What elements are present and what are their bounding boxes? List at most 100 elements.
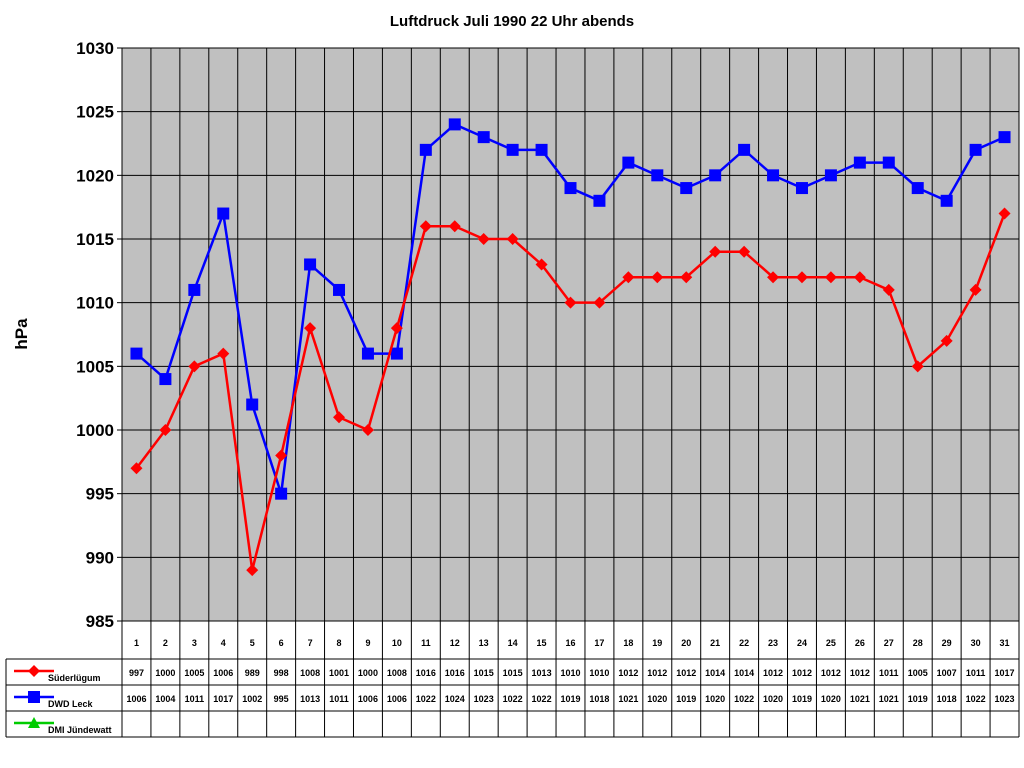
legend-label: DMI Jündewatt (48, 725, 112, 735)
data-point (564, 182, 577, 195)
table-cell: 1019 (560, 694, 580, 704)
data-point (217, 347, 230, 360)
table-cell: 1020 (705, 694, 725, 704)
data-point (622, 271, 635, 284)
table-cell: 1000 (358, 668, 378, 678)
data-point (824, 271, 837, 284)
y-tick-label: 1000 (76, 421, 114, 440)
plot-area (121, 47, 1020, 622)
table-cell: 1008 (387, 668, 407, 678)
table-cell: 1019 (908, 694, 928, 704)
data-point (593, 296, 606, 309)
data-point (390, 322, 403, 335)
table-cell: 1006 (213, 668, 233, 678)
data-point (882, 156, 895, 169)
data-point (275, 487, 288, 500)
data-point (940, 194, 953, 207)
table-cell: 1012 (676, 668, 696, 678)
data-point (911, 360, 924, 373)
data-point (448, 118, 461, 131)
table-cell: 1022 (734, 694, 754, 704)
table-cell: 1020 (763, 694, 783, 704)
table-cell: 1011 (966, 668, 986, 678)
x-tick-label: 28 (913, 638, 923, 648)
table-cell: 1021 (850, 694, 870, 704)
data-point (882, 283, 895, 296)
data-point (246, 398, 259, 411)
y-tick-label: 1010 (76, 294, 114, 313)
data-point (304, 322, 317, 335)
table-cell: 1006 (358, 694, 378, 704)
x-tick-label: 23 (768, 638, 778, 648)
data-point (767, 169, 780, 182)
table-cell: 1017 (995, 668, 1015, 678)
data-point (506, 143, 519, 156)
x-tick-label: 22 (739, 638, 749, 648)
x-tick-label: 11 (421, 638, 431, 648)
data-point (333, 283, 346, 296)
legend-label: DWD Leck (48, 699, 94, 709)
data-point (998, 207, 1011, 220)
table-cell: 1023 (474, 694, 494, 704)
table-cell: 1005 (908, 668, 928, 678)
y-tick-label: 995 (86, 485, 114, 504)
x-tick-label: 15 (537, 638, 547, 648)
table-cell: 1022 (503, 694, 523, 704)
table-cell: 1014 (705, 668, 725, 678)
x-tick-label: 13 (479, 638, 489, 648)
table-cell: 1018 (937, 694, 957, 704)
data-point (477, 233, 490, 245)
y-tick-label: 1025 (76, 103, 114, 122)
table-cell: 989 (245, 668, 260, 678)
data-point (853, 271, 866, 284)
data-point (969, 283, 982, 296)
x-tick-label: 18 (623, 638, 633, 648)
data-point (622, 156, 635, 169)
data-point (535, 143, 548, 156)
data-point (419, 143, 432, 156)
data-table: 1 2 3 4 5 6 7 8 9 10 11 12 13 14 15 16 17 18 19 20 21 22 23 24 2… (5, 620, 1019, 738)
table-cell: 1018 (589, 694, 609, 704)
table-cell: 1000 (155, 668, 175, 678)
data-point (28, 691, 40, 703)
data-point (275, 449, 288, 462)
table-cell: 1023 (995, 694, 1015, 704)
data-point (506, 233, 519, 245)
table-cell: 1012 (647, 668, 667, 678)
table-cell: 1012 (763, 668, 783, 678)
table-cell: 997 (129, 668, 144, 678)
x-tick-label: 2 (163, 638, 168, 648)
data-point (28, 717, 40, 728)
data-point (564, 296, 577, 309)
data-point (130, 462, 143, 475)
x-tick-label: 26 (855, 638, 865, 648)
table-cell: 1024 (445, 694, 465, 704)
table-cell: 1012 (850, 668, 870, 678)
y-tick-labels: 985 990 995 1000 1005 1010 1015 1020 1025 1030 (76, 39, 114, 631)
table-cell: 1005 (184, 668, 204, 678)
x-tick-label: 20 (681, 638, 691, 648)
data-point (709, 169, 722, 182)
data-point (795, 182, 808, 195)
table-cell: 1012 (821, 668, 841, 678)
table-cell: 1015 (474, 668, 494, 678)
x-tick-label: 5 (250, 638, 255, 648)
data-point (709, 245, 722, 258)
table-cell: 1012 (618, 668, 638, 678)
data-point (419, 220, 432, 233)
data-point (738, 143, 751, 156)
table-cell: 1014 (734, 668, 754, 678)
grid-lines (117, 47, 1020, 737)
x-tick-label: 24 (797, 638, 807, 648)
data-point (304, 258, 317, 271)
data-point (651, 271, 664, 284)
data-point (651, 169, 664, 182)
table-cell: 1011 (879, 668, 899, 678)
chart-title: Luftdruck Juli 1990 22 Uhr abends (390, 13, 634, 30)
y-tick-label: 1030 (76, 39, 114, 58)
data-point (853, 156, 866, 169)
table-cell: 1013 (532, 668, 552, 678)
table-cell: 1010 (560, 668, 580, 678)
x-tick-label: 29 (942, 638, 952, 648)
